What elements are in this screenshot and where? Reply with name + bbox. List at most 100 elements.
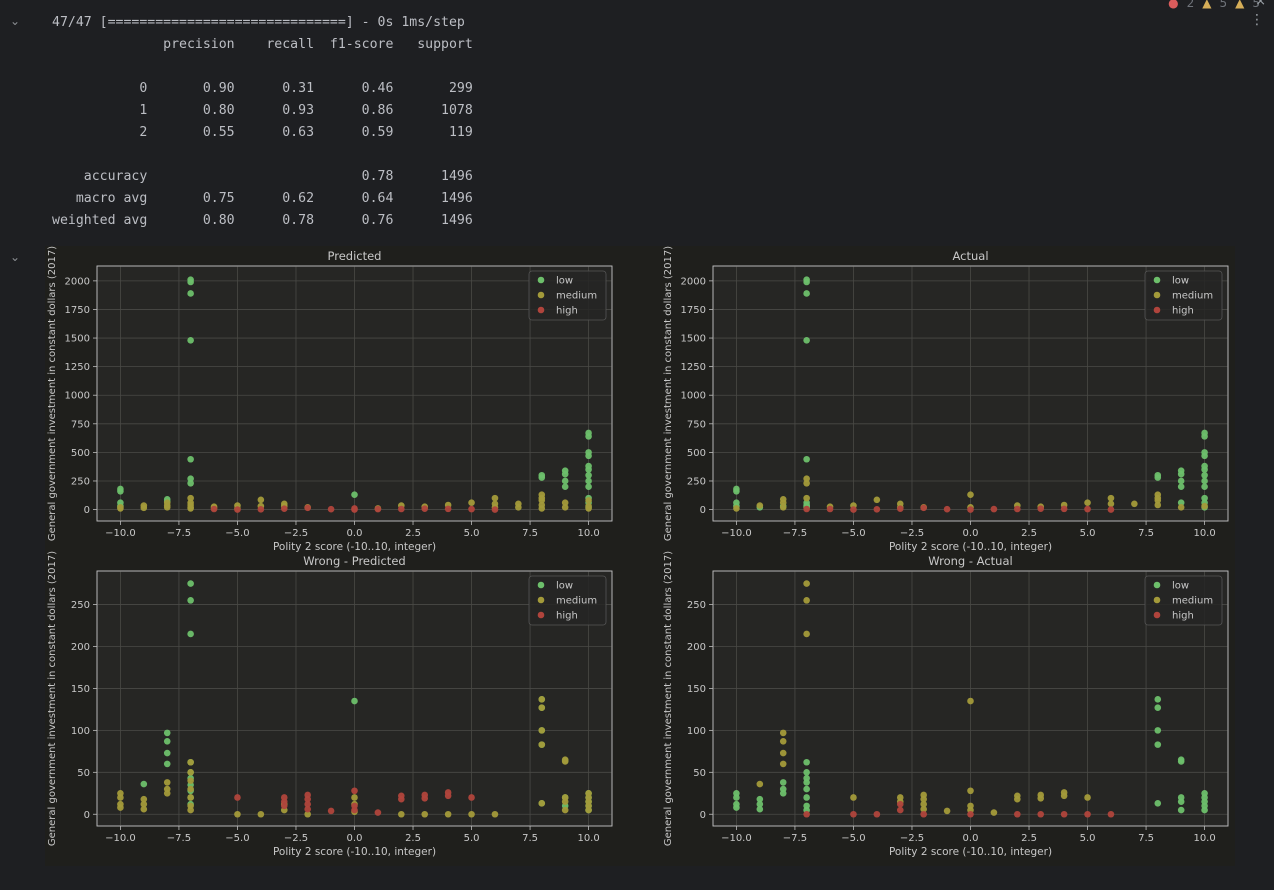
data-point-high xyxy=(327,807,335,815)
x-tick-label: 10.0 xyxy=(1193,528,1215,539)
legend-marker-high xyxy=(1153,306,1161,314)
data-point-medium xyxy=(140,800,148,808)
plot-frame xyxy=(712,570,1229,827)
data-point-medium xyxy=(585,497,592,504)
data-point-medium xyxy=(850,794,857,801)
data-point-medium xyxy=(187,769,194,776)
data-point-low xyxy=(1201,452,1208,460)
data-point-low xyxy=(538,474,546,481)
data-point-low xyxy=(1201,466,1208,473)
report-line: 1 0.80 0.93 0.86 1078 xyxy=(52,103,473,118)
x-tick-label: 7.5 xyxy=(522,833,538,844)
data-point-low xyxy=(1177,477,1185,485)
more-options-icon[interactable]: ⋮ xyxy=(1250,12,1264,28)
data-point-medium xyxy=(585,806,592,814)
data-point-low xyxy=(803,455,810,463)
chart-title: Predicted xyxy=(328,249,382,263)
y-axis-label: General government investment in constan… xyxy=(47,551,58,846)
legend-marker-high xyxy=(1153,611,1161,619)
points-layer xyxy=(117,580,592,818)
x-tick-label: −10.0 xyxy=(105,528,136,539)
x-tick-label: −5.0 xyxy=(841,528,865,539)
data-point-medium xyxy=(1107,500,1115,508)
data-point-low xyxy=(733,804,740,811)
data-point-medium xyxy=(920,805,927,813)
y-tick-label: 250 xyxy=(71,476,90,487)
data-point-medium xyxy=(1037,795,1045,802)
data-point-high xyxy=(1014,505,1021,513)
legend-label-medium: medium xyxy=(1172,291,1213,302)
y-tick-label: 0 xyxy=(700,810,706,821)
data-point-high xyxy=(491,506,499,513)
data-point-medium xyxy=(779,499,787,507)
console-output: 47/47 [==============================] -… xyxy=(52,12,473,232)
data-point-high xyxy=(304,504,311,512)
subplot-3: −10.0 −7.5 −5.0 −2.5 0.0 2.5 5.0 7.5 10.0 0 50 100 1… xyxy=(47,551,613,858)
data-point-low xyxy=(803,337,810,344)
x-tick-label: −10.0 xyxy=(721,833,752,844)
x-tick-label: −5.0 xyxy=(841,833,865,844)
data-point-high xyxy=(398,795,405,803)
data-point-high xyxy=(210,505,218,513)
x-tick-label: −7.5 xyxy=(167,833,191,844)
data-point-high xyxy=(803,505,810,513)
data-point-medium xyxy=(234,810,241,818)
data-point-medium xyxy=(538,704,546,712)
data-point-medium xyxy=(967,787,974,795)
close-icon[interactable]: × xyxy=(1255,0,1266,9)
x-axis-label: Polity 2 score (-10..10, integer) xyxy=(273,846,436,858)
y-tick-label: 500 xyxy=(687,448,706,459)
x-tick-label: 5.0 xyxy=(464,528,480,539)
data-point-medium xyxy=(491,494,499,502)
weak-warning-icon: ▲ xyxy=(1235,0,1245,10)
data-point-medium xyxy=(257,496,265,504)
inspection-status[interactable]: ● 2 ▲ 5 ▲ 5 xyxy=(1168,0,1260,10)
data-point-low xyxy=(585,466,592,473)
data-point-high xyxy=(280,505,288,512)
points-layer xyxy=(117,276,592,513)
data-point-medium xyxy=(920,795,927,803)
data-point-medium xyxy=(779,749,787,757)
data-point-low xyxy=(756,805,764,813)
data-point-medium xyxy=(779,737,787,745)
y-tick-label: 1000 xyxy=(681,391,706,402)
data-point-high xyxy=(1107,506,1115,513)
x-tick-label: 10.0 xyxy=(577,528,599,539)
data-point-high xyxy=(850,810,857,818)
legend-box xyxy=(1144,575,1223,626)
error-count: 2 xyxy=(1186,0,1195,10)
data-point-medium xyxy=(803,494,810,502)
data-point-medium xyxy=(1060,792,1068,800)
points-layer xyxy=(733,276,1208,513)
x-axis-label: Polity 2 score (-10..10, integer) xyxy=(273,541,436,553)
data-point-medium xyxy=(140,795,148,803)
data-point-high xyxy=(896,505,904,512)
data-point-low xyxy=(187,580,194,587)
data-point-medium xyxy=(943,807,951,815)
x-tick-label: 0.0 xyxy=(963,833,979,844)
data-point-medium xyxy=(187,794,194,801)
x-tick-label: −2.5 xyxy=(900,833,924,844)
collapse-figure-chevron-icon[interactable]: ⌄ xyxy=(10,250,21,264)
x-tick-label: 2.5 xyxy=(405,528,421,539)
data-point-low xyxy=(1201,433,1208,440)
data-point-low xyxy=(803,758,810,766)
x-tick-label: −2.5 xyxy=(284,528,308,539)
collapse-output-chevron-icon[interactable]: ⌄ xyxy=(10,14,21,28)
data-point-high xyxy=(990,505,998,513)
legend-label-medium: medium xyxy=(556,596,597,607)
data-point-low xyxy=(803,278,810,286)
x-tick-label: −7.5 xyxy=(783,833,807,844)
subplot-4: −10.0 −7.5 −5.0 −2.5 0.0 2.5 5.0 7.5 10.0 0 50 100 1… xyxy=(663,551,1229,858)
data-point-medium xyxy=(421,810,429,818)
report-line: 2 0.55 0.63 0.59 119 xyxy=(52,125,473,140)
report-line xyxy=(52,56,473,78)
plot-frame xyxy=(96,570,613,827)
data-point-high xyxy=(374,505,382,513)
data-point-high xyxy=(421,795,429,802)
x-tick-label: −2.5 xyxy=(900,528,924,539)
data-point-medium xyxy=(803,580,810,587)
data-point-low xyxy=(351,491,358,498)
report-line: macro avg 0.75 0.62 0.64 1496 xyxy=(52,191,473,206)
data-point-low xyxy=(1201,494,1208,502)
